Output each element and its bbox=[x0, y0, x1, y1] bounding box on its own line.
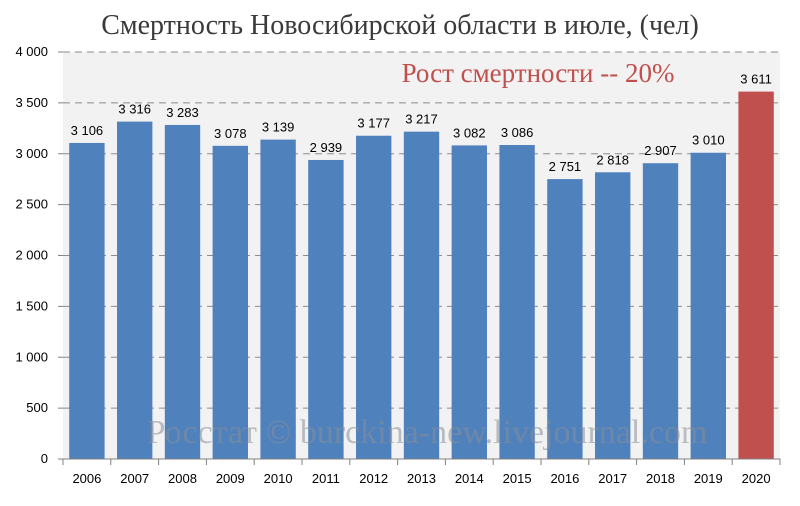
x-tick-label-2011: 2011 bbox=[312, 471, 340, 486]
bar-2007 bbox=[117, 121, 153, 460]
data-label-2009: 3 078 bbox=[214, 126, 247, 141]
bar-2013 bbox=[403, 131, 440, 459]
x-tick-label-2006: 2006 bbox=[72, 471, 101, 486]
y-tick-label: 2 000 bbox=[15, 248, 48, 263]
bar-2014 bbox=[451, 145, 487, 459]
bar-2016 bbox=[547, 179, 583, 459]
x-tick-label-2010: 2010 bbox=[264, 471, 293, 486]
data-label-2014: 3 082 bbox=[453, 125, 486, 140]
bar-2018 bbox=[642, 163, 679, 459]
data-label-2016: 2 751 bbox=[549, 159, 582, 174]
bar-2012 bbox=[356, 135, 392, 460]
data-label-2011: 2 939 bbox=[310, 140, 343, 155]
data-labels: 3 106 3 316 3 283 3 078 3 139 2 939 3 177 3 217… bbox=[71, 72, 772, 175]
data-label-2019: 3 010 bbox=[692, 133, 725, 148]
y-tick-label: 1 000 bbox=[15, 349, 48, 364]
x-tick-label-2017: 2017 bbox=[598, 471, 627, 486]
y-tick-label: 0 bbox=[41, 451, 48, 466]
bar-2009 bbox=[212, 145, 248, 459]
growth-annotation: Рост смертности -- 20% bbox=[402, 58, 675, 88]
data-label-2013: 3 217 bbox=[405, 112, 438, 127]
x-tick-label-2016: 2016 bbox=[550, 471, 579, 486]
y-axis-ticks: 0 500 1 000 1 500 2 000 2 500 3 000 3 500 4 000 bbox=[15, 44, 63, 466]
y-tick-label: 4 000 bbox=[15, 44, 48, 59]
y-tick-label: 500 bbox=[26, 400, 48, 415]
bar-2006 bbox=[69, 142, 105, 460]
data-label-2015: 3 086 bbox=[501, 125, 534, 140]
x-tick-label-2007: 2007 bbox=[120, 471, 149, 486]
data-label-2017: 2 818 bbox=[596, 152, 629, 167]
y-tick-label: 2 500 bbox=[15, 197, 48, 212]
bar-2011 bbox=[308, 159, 344, 459]
x-tick-label-2012: 2012 bbox=[359, 471, 388, 486]
bar-2017 bbox=[595, 172, 631, 459]
y-tick-label: 1 500 bbox=[15, 298, 48, 313]
x-tick-label-2019: 2019 bbox=[694, 471, 723, 486]
y-tick-label: 3 500 bbox=[15, 95, 48, 110]
bars bbox=[69, 91, 774, 460]
data-label-2006: 3 106 bbox=[71, 123, 104, 138]
data-label-2007: 3 316 bbox=[118, 102, 151, 117]
bar-2015 bbox=[499, 144, 535, 459]
y-tick-label: 3 000 bbox=[15, 146, 48, 161]
x-tick-label-2013: 2013 bbox=[407, 471, 436, 486]
data-label-2018: 2 907 bbox=[644, 143, 677, 158]
data-label-2010: 3 139 bbox=[262, 120, 295, 135]
bar-2008 bbox=[164, 124, 201, 460]
x-tick-label-2015: 2015 bbox=[503, 471, 532, 486]
bar-2010 bbox=[260, 139, 296, 459]
x-tick-label-2020: 2020 bbox=[742, 471, 771, 486]
data-label-2012: 3 177 bbox=[357, 116, 390, 131]
x-tick-label-2008: 2008 bbox=[168, 471, 197, 486]
bar-2020 bbox=[738, 91, 774, 459]
source-watermark: Росстат © burckina-new.livejournal.com bbox=[147, 414, 708, 451]
x-tick-label-2014: 2014 bbox=[455, 471, 484, 486]
data-label-2020: 3 611 bbox=[740, 72, 772, 87]
chart-title: Смертность Новосибирской области в июле,… bbox=[101, 10, 699, 41]
data-label-2008: 3 283 bbox=[166, 105, 199, 120]
x-axis-ticks: 2006 2007 2008 2009 2010 2011 2012 2013 2014 2015… bbox=[62, 459, 781, 486]
bar-2019 bbox=[690, 152, 726, 460]
x-tick-label-2009: 2009 bbox=[216, 471, 245, 486]
x-tick-label-2018: 2018 bbox=[646, 471, 675, 486]
